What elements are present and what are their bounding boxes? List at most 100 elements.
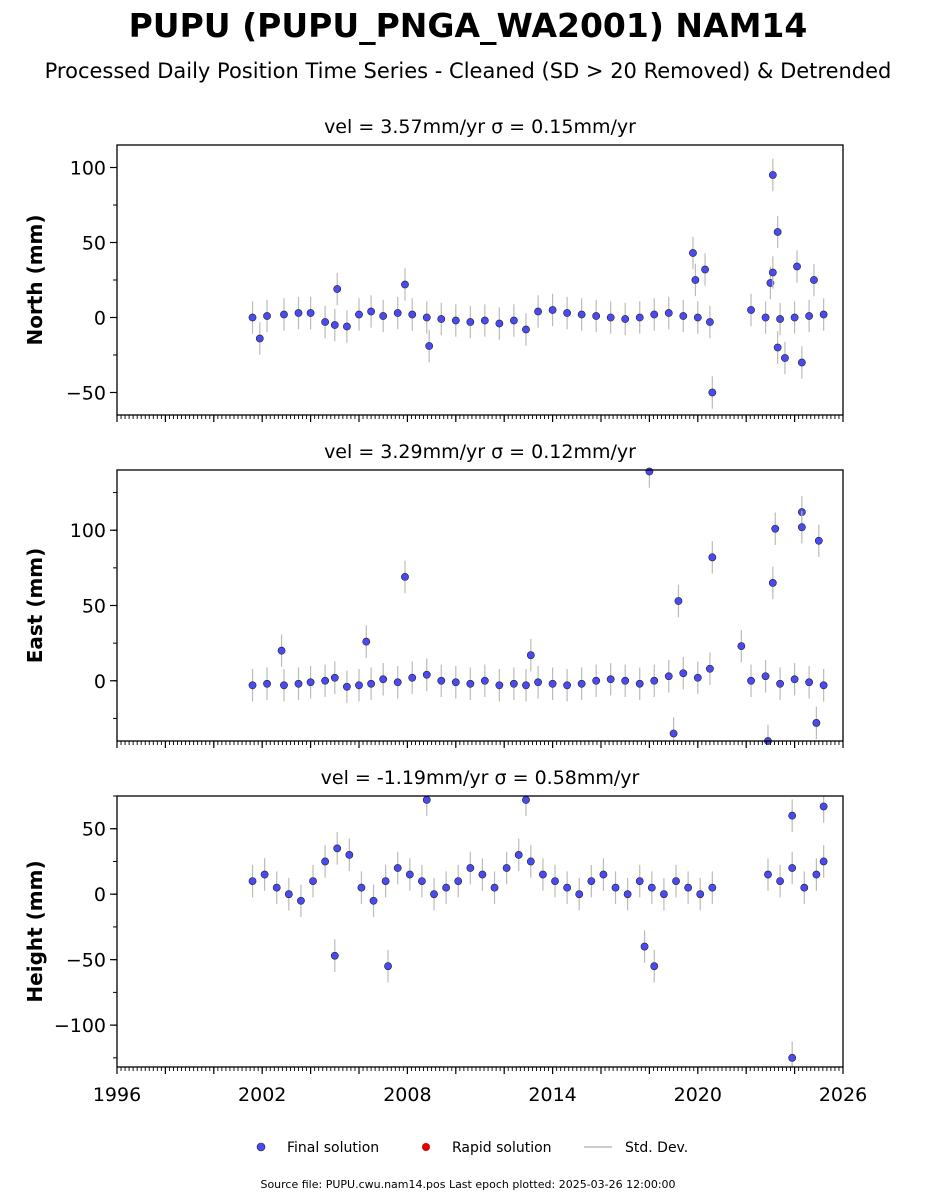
y-tick-label: 50 [82,596,106,618]
y-tick-label: 100 [70,520,106,542]
y-tick-label: 0 [94,671,106,693]
legend-stddev-label: Std. Dev. [625,1140,688,1156]
data-point [650,676,659,685]
data-point [522,796,530,804]
y-tick-label: 0 [94,884,106,906]
data-point [773,228,782,236]
data-point [768,268,777,277]
chart-panel-3: vel = -1.19mm/yr σ = 0.58mm/yr Height (mm… [23,767,867,1106]
data-point [526,651,535,660]
data-point [788,811,797,820]
data-point [509,316,518,325]
data-point [495,681,504,690]
data-point [272,883,281,892]
data-point [551,877,559,885]
data-point [761,313,770,322]
data-point [635,313,644,322]
data-point [691,276,700,284]
data-point [437,676,446,685]
data-point [480,676,489,685]
data-point [418,877,426,885]
data-point [679,312,688,320]
chart-panel-2: vel = 3.29mm/yr σ = 0.12mm/yr East (mm) 0 5… [23,441,844,748]
data-point [401,572,409,581]
data-point [708,883,717,892]
source-note: Source file: PUPU.cwu.nam14.pos Last epo… [260,1178,675,1191]
data-point [708,388,717,397]
data-point [294,679,303,688]
figure-subtitle: Processed Daily Position Time Series - C… [45,59,892,83]
figure-title: PUPU (PUPU_PNGA_WA2001) NAM14 [129,6,808,45]
data-point [297,896,305,905]
data-point [321,857,330,866]
data-point [606,313,615,322]
data-point [768,579,777,587]
y-tick-label: −50 [66,383,106,405]
data-point [357,883,366,892]
data-point [490,883,499,892]
legend-final-label: Final solution [287,1140,379,1156]
data-point [454,877,463,885]
data-point [623,890,632,899]
data-point [342,682,351,691]
x-tick-label: 2026 [819,1084,867,1106]
data-point [640,942,649,951]
data-point [466,864,475,872]
data-point [534,678,542,687]
data-point [451,678,460,687]
data-point [776,877,784,885]
data-point [330,321,339,329]
y-tick-label: −50 [66,950,106,972]
y-axis-label: Height (mm) [23,860,47,1002]
data-point [771,524,780,533]
y-axis-label: East (mm) [23,548,47,664]
data-point [321,318,330,326]
data-point [747,306,755,314]
data-point [647,883,656,892]
data-point [684,883,693,892]
data-point [761,672,770,681]
data-point [812,719,821,727]
data-point [788,1053,797,1062]
data-point [764,870,772,879]
data-point [814,536,823,545]
data-point [737,642,746,651]
data-point [534,307,542,316]
data-point [393,309,402,317]
data-point [797,358,806,367]
data-point [442,883,451,892]
series-final-solution [248,467,828,745]
data-point [425,342,434,350]
data-point [810,276,818,284]
data-point [306,309,315,317]
data-point [422,670,431,679]
data-point [362,637,371,646]
x-tick-label: 2008 [383,1084,431,1106]
data-point [379,312,388,320]
data-point [478,870,487,879]
data-point [674,597,683,605]
panel-title: vel = 3.57mm/yr σ = 0.15mm/yr [324,116,636,138]
data-point [819,802,828,811]
data-point [260,870,269,879]
data-point [437,315,446,323]
data-point [321,676,330,685]
y-tick-label: 100 [70,158,106,180]
y-tick-label: 0 [94,308,106,330]
series-final-solution [248,796,828,1067]
legend: Final solution Rapid solution Std. Dev. [256,1140,688,1156]
data-point [693,313,702,322]
data-point [747,676,755,685]
plot-frame [116,144,844,416]
data-point [635,679,644,688]
data-point [790,675,799,684]
data-point [280,310,288,319]
data-point [284,890,293,899]
data-point [611,883,620,892]
data-point [701,265,709,274]
data-point [430,890,438,899]
data-point [379,675,388,684]
y-tick-label: 50 [82,233,106,255]
data-point [575,890,584,899]
data-point [422,796,431,804]
